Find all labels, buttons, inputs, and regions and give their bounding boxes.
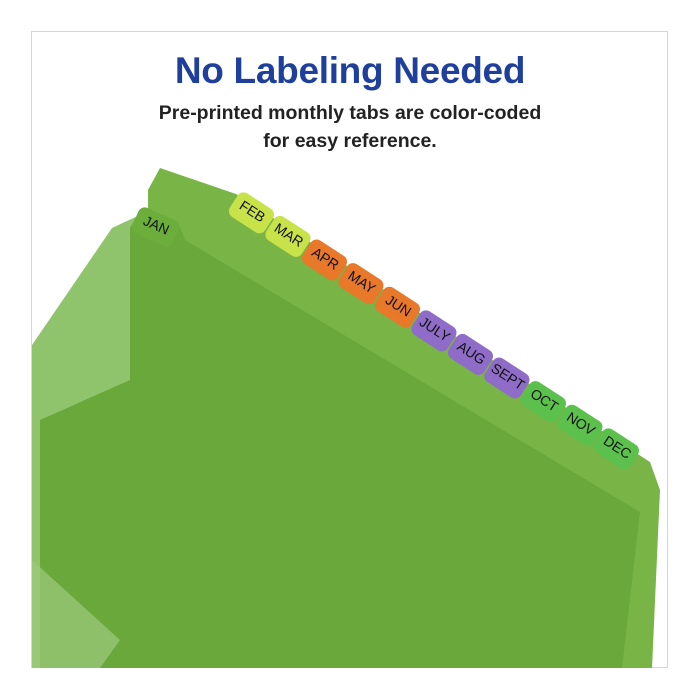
tab-shape [132,207,180,247]
tab-shape [557,404,603,446]
headline: No Labeling Needed [174,50,526,91]
subtitle-line-1: Pre-printed monthly tabs are color-coded [158,102,542,124]
tab-shape [593,428,640,470]
tab-shape [228,192,275,234]
tab-jan[interactable]: JAN [130,205,182,248]
tab-shape [520,381,567,423]
front-divider [40,208,640,668]
tab-shape [411,310,457,352]
tab-shape [374,286,421,328]
subtitle-line-2: for easy reference. [263,130,437,152]
tab-shape [301,239,348,281]
tab-shape [484,357,530,399]
tab-shape [265,215,311,257]
bottom-left-light [32,560,120,668]
tab-shape [447,333,494,375]
tab-shape [338,263,384,305]
